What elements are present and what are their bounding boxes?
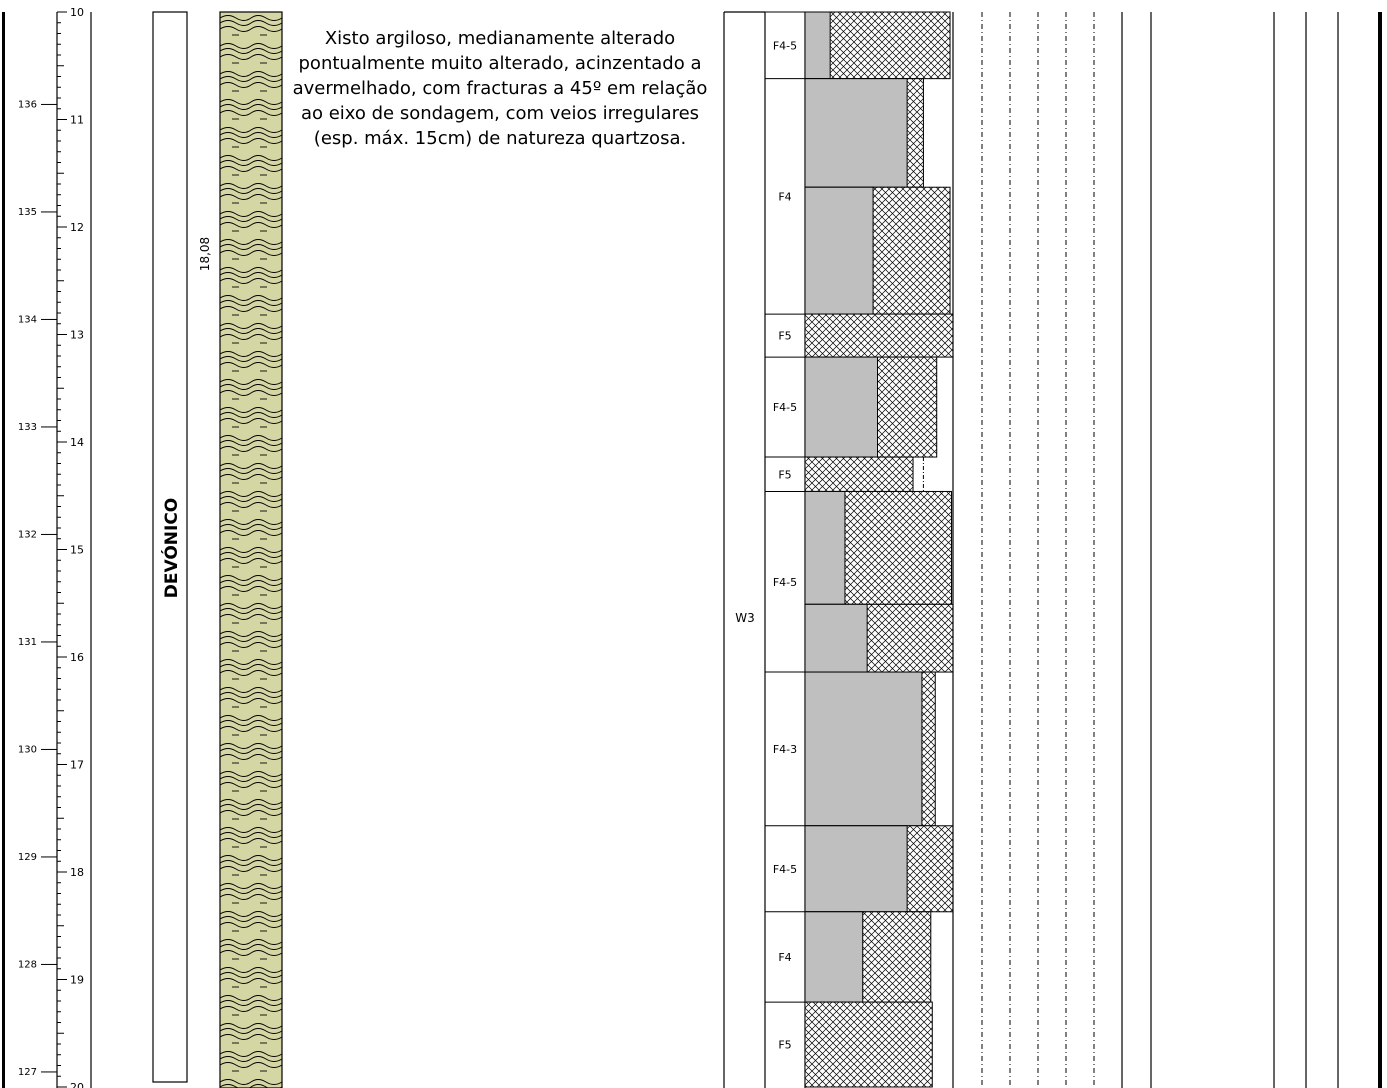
- elevation-label: 129: [18, 852, 37, 863]
- depth-label: 10: [70, 6, 84, 19]
- rqd-bar: [804, 603, 868, 673]
- depth-label: 17: [70, 759, 84, 772]
- right-border: [1378, 12, 1382, 1088]
- elevation-label: 132: [18, 529, 37, 540]
- tcr-bar: [804, 456, 914, 492]
- rqd-bar: [804, 671, 923, 827]
- depth-label: 19: [70, 974, 84, 987]
- lithology-description: Xisto argiloso, medianamente alterado po…: [292, 28, 708, 149]
- fracturing-label: F4-5: [773, 39, 797, 52]
- rqd-bar: [804, 78, 908, 188]
- depth-label: 14: [70, 436, 84, 449]
- rqd-bar: [804, 825, 908, 913]
- fracturing-label: F5: [778, 330, 791, 343]
- stratigraphy-column: [152, 11, 188, 1083]
- depth-label: 11: [70, 114, 84, 127]
- elevation-label: 134: [18, 314, 37, 325]
- elevation-label: 130: [18, 744, 37, 755]
- rqd-bar: [804, 356, 879, 458]
- layer-bottom-depth: 18,08: [198, 237, 212, 271]
- fracturing-label: F5: [778, 468, 791, 481]
- fracturing-label: F4: [778, 951, 791, 964]
- weathering-label: W3: [735, 611, 755, 625]
- rqd-bar: [804, 186, 874, 315]
- left-border: [2, 12, 5, 1088]
- depth-label: 18: [70, 866, 84, 879]
- fracturing-label: F4-5: [773, 576, 797, 589]
- elevation-label: 133: [18, 422, 37, 433]
- fracturing-label: F4: [778, 190, 791, 203]
- depth-label: 13: [70, 329, 84, 342]
- fracturing-intervals: F4-5 F4 F5 F4-5 F5 F4-5 F4-3 F4-5 F4 F5: [765, 11, 805, 1052]
- depth-ruler: 10 11 12 13 14 15 16 17 18 19 20 136 135 134 133 132 131…: [18, 6, 92, 1088]
- lithology-schist-pattern: [219, 11, 283, 1088]
- tcr-bar: [804, 313, 954, 358]
- elevation-label: 135: [18, 207, 37, 218]
- rqd-bar: [804, 11, 831, 80]
- fracturing-label: F5: [778, 1039, 791, 1052]
- fracturing-label: F4-3: [773, 743, 797, 756]
- solid-columns: [1121, 12, 1339, 1088]
- tcr-bar: [804, 1001, 933, 1088]
- depth-label: 15: [70, 544, 84, 557]
- fracturing-label: F4-5: [773, 863, 797, 876]
- elevation-label: 127: [18, 1067, 37, 1078]
- dashed-columns: [981, 12, 1095, 1088]
- elevation-label: 128: [18, 959, 37, 970]
- rqd-bar: [804, 490, 846, 605]
- core-recovery-bars: [804, 11, 954, 1088]
- stratigraphy-label: DEVÓNICO: [160, 498, 182, 599]
- elevation-label: 136: [18, 99, 37, 110]
- depth-label: 12: [70, 221, 84, 234]
- depth-label: 16: [70, 651, 84, 664]
- rqd-bar: [804, 911, 864, 1003]
- fracturing-label: F4-5: [773, 401, 797, 414]
- depth-label: 20: [70, 1081, 84, 1088]
- elevation-label: 131: [18, 637, 37, 648]
